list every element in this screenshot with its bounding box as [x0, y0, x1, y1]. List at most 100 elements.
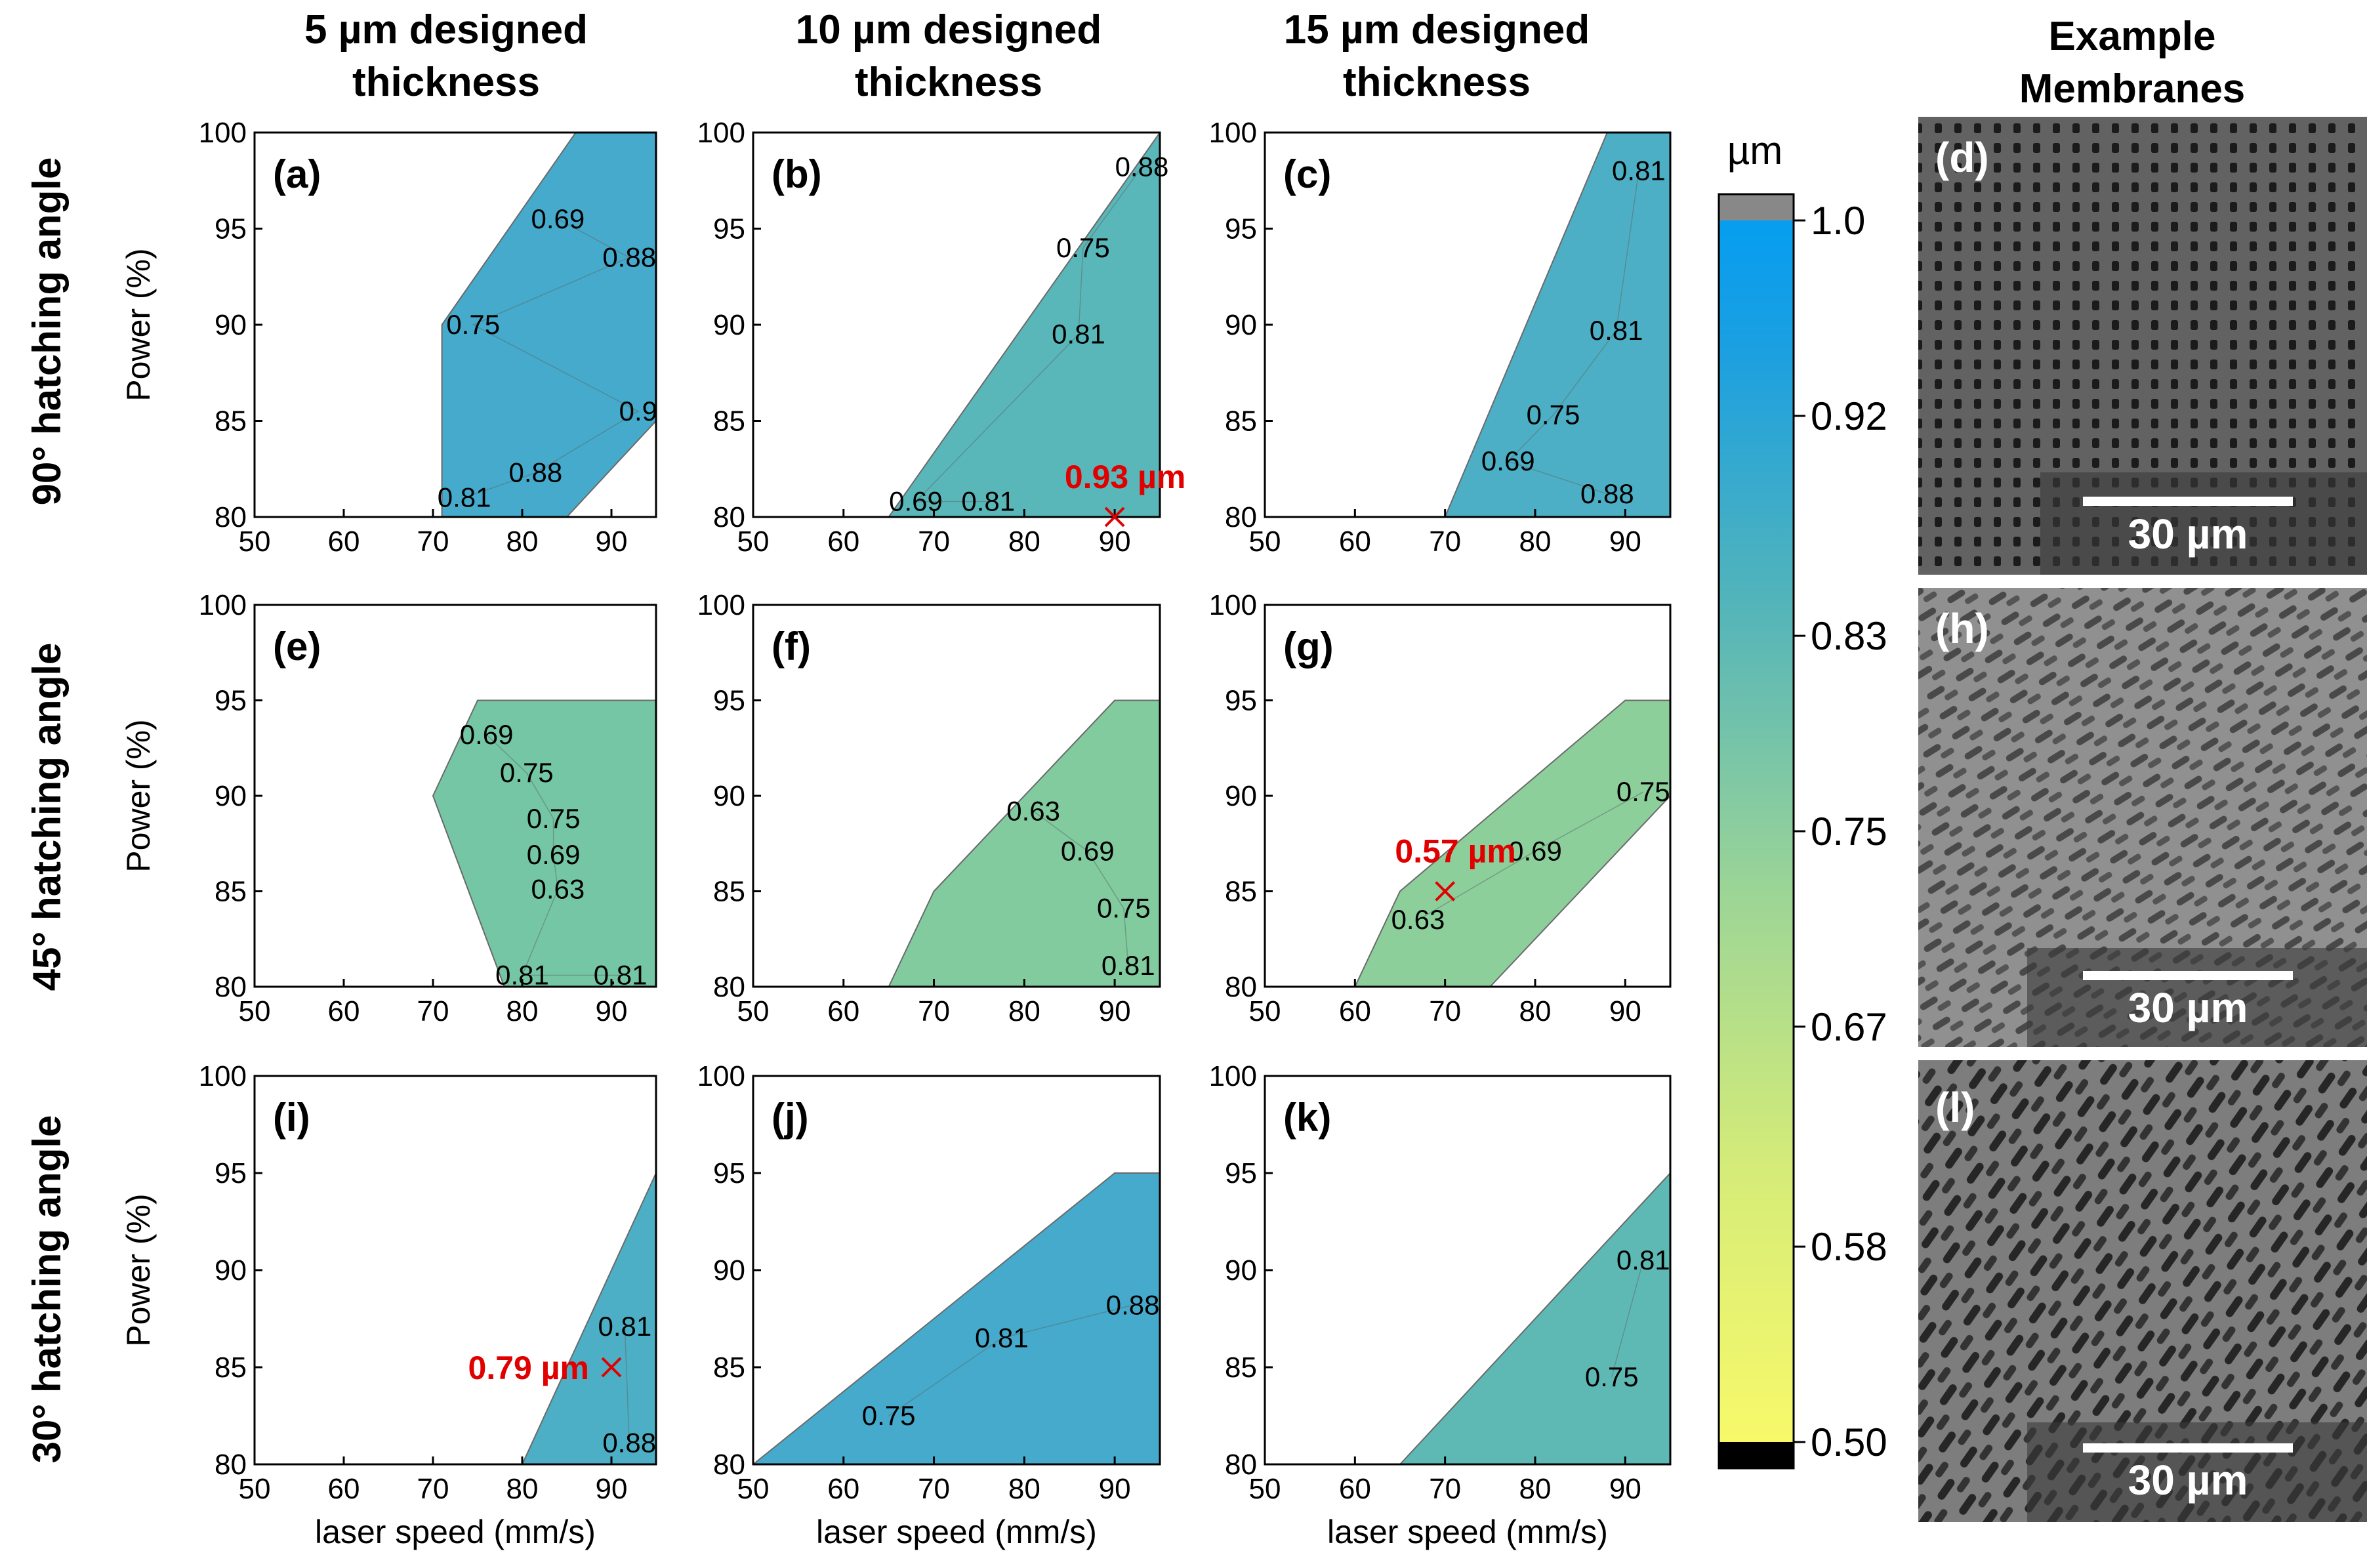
- y-tick-label: 80: [215, 501, 247, 533]
- x-tick-label: 60: [1339, 995, 1371, 1027]
- x-tick-label: 70: [1429, 995, 1461, 1027]
- x-axis-label: laser speed (mm/s): [315, 1514, 596, 1550]
- x-tick-label: 90: [596, 526, 628, 558]
- x-tick-label: 70: [417, 526, 449, 558]
- y-tick-label: 90: [1225, 1254, 1257, 1287]
- sem-label-l: (l): [1935, 1084, 1975, 1131]
- y-tick-label: 85: [1225, 876, 1257, 908]
- x-tick-label: 60: [827, 995, 859, 1027]
- colorbar-tick-label: 0.67: [1811, 1005, 1887, 1049]
- y-tick-label: 100: [1209, 589, 1257, 621]
- x-tick-label: 70: [918, 1473, 950, 1505]
- y-tick-label: 95: [215, 1157, 247, 1189]
- contour-line: [1507, 171, 1639, 495]
- panel-label: (f): [772, 625, 811, 669]
- y-axis-label: Power (%): [120, 248, 157, 401]
- x-tick-label: 60: [1339, 1473, 1371, 1505]
- contour-label: 0.69: [1481, 445, 1535, 476]
- colorbar-tick-label: 0.83: [1811, 614, 1887, 658]
- x-tick-label: 70: [918, 995, 950, 1027]
- colorbar-tick-label: 0.92: [1811, 394, 1887, 438]
- y-tick-label: 90: [713, 1254, 745, 1287]
- panel-label: (k): [1283, 1096, 1331, 1140]
- contour-label: 0.75: [862, 1400, 916, 1431]
- x-tick-label: 50: [1249, 995, 1281, 1027]
- x-tick-label: 80: [1008, 995, 1040, 1027]
- contour-label: 0.75: [1056, 232, 1110, 263]
- contour-label: 0.69: [1508, 835, 1562, 866]
- y-tick-label: 100: [1209, 1060, 1257, 1092]
- sem-images: (d) 30 µm (h) 30 µm (l) 30 µm: [1918, 117, 2367, 1522]
- chart-panel-a: 50 60 70 80 90 80 85 90 95 100 Power (%) (a) 0.69 0.8…: [120, 117, 657, 558]
- row-titles: 90° hatching angle 45° hatching angle 30…: [25, 157, 69, 1464]
- y-tick-label: 95: [1225, 685, 1257, 717]
- contour-label: 0.63: [531, 874, 585, 905]
- contour-panels: 50 60 70 80 90 80 85 90 95 100 Power (%) (a) 0.69 0.8…: [120, 117, 1672, 1550]
- data-region: [753, 1172, 1160, 1464]
- col-title-5um-line1: 5 µm designed: [304, 7, 588, 52]
- y-tick-label: 95: [1225, 1157, 1257, 1189]
- contour-line: [624, 1326, 630, 1443]
- sem-image-d: (d) 30 µm: [1918, 117, 2367, 575]
- x-tick-label: 60: [328, 526, 360, 558]
- panel-label: (e): [273, 625, 321, 669]
- x-tick-label: 60: [827, 1473, 859, 1505]
- x-axis-label: laser speed (mm/s): [1327, 1514, 1608, 1550]
- sem-label-h: (h): [1935, 605, 1989, 652]
- sem-databar: [2040, 472, 2367, 575]
- col-title-examples-line2: Membranes: [2019, 66, 2246, 112]
- annotation-marker: [601, 1357, 622, 1378]
- x-tick-label: 50: [239, 1473, 271, 1505]
- sem-databar: [2027, 948, 2367, 1047]
- column-titles: 5 µm designed thickness 10 µm designed t…: [304, 7, 2245, 112]
- colorbar-tick-label: 0.75: [1811, 810, 1887, 854]
- x-tick-label: 70: [417, 1473, 449, 1505]
- contour-label: 0.63: [1391, 904, 1445, 935]
- x-tick-label: 80: [1519, 526, 1552, 558]
- chart-panel-i: 50 60 70 80 90 80 85 90 95 100 Power (%) laser spee…: [120, 1060, 657, 1550]
- contour-label: 0.75: [1097, 893, 1151, 924]
- y-tick-label: 95: [713, 213, 745, 245]
- y-tick-label: 85: [215, 1351, 247, 1384]
- contour-label: 0.69: [889, 486, 943, 517]
- chart-panel-f: 50 60 70 80 90 80 85 90 95 100 (f) 0.630.69 0.75 0.81: [697, 589, 1161, 1027]
- y-axis-label: Power (%): [120, 1193, 157, 1346]
- row-title-90: 90° hatching angle: [25, 157, 69, 506]
- data-region: [1444, 133, 1670, 517]
- y-tick-label: 80: [1225, 501, 1257, 533]
- contour-label: 0.81: [1612, 155, 1666, 186]
- x-tick-label: 90: [1099, 995, 1131, 1027]
- scale-label: 30 µm: [2128, 510, 2248, 558]
- contour-label: 0.75: [527, 803, 581, 834]
- panel-label: (b): [772, 152, 822, 196]
- col-title-10um-line2: thickness: [855, 60, 1042, 105]
- contour-line: [486, 734, 621, 976]
- x-tick-label: 80: [1008, 1473, 1040, 1505]
- contour-label: 0.75: [1616, 776, 1670, 807]
- y-axis-label: Power (%): [120, 719, 157, 872]
- sem-label-d: (d): [1935, 134, 1989, 181]
- y-tick-label: 85: [713, 876, 745, 908]
- contour-label: 0.63: [1006, 795, 1060, 826]
- contour-label: 0.69: [527, 839, 581, 870]
- x-tick-label: 50: [737, 526, 770, 558]
- scale-label: 30 µm: [2128, 984, 2248, 1031]
- sem-image-h: (h) 30 µm: [1918, 588, 2367, 1047]
- x-tick-label: 60: [328, 1473, 360, 1505]
- chart-panel-e: 50 60 70 80 90 80 85 90 95 100 Power (%) (e) 0.69 0.7…: [120, 589, 657, 1027]
- colorbar-gradient: [1719, 220, 1794, 1442]
- contour-label: 0.88: [509, 457, 563, 488]
- x-tick-label: 90: [596, 995, 628, 1027]
- annotation-label: 0.79 µm: [468, 1350, 589, 1386]
- contour-label: 0.81: [1616, 1245, 1670, 1275]
- chart-panel-g: 50 60 70 80 90 80 85 90 95 100 (g) 0.75 0.69 0.63 0.57…: [1209, 589, 1672, 1027]
- contour-label: 0.88: [1580, 478, 1634, 509]
- y-tick-label: 80: [215, 1449, 247, 1481]
- y-tick-label: 95: [713, 1157, 745, 1189]
- x-tick-label: 90: [1099, 1473, 1131, 1505]
- annotation-label: 0.93 µm: [1065, 459, 1185, 495]
- scale-bar: [2083, 1443, 2293, 1453]
- y-tick-label: 80: [713, 501, 745, 533]
- y-tick-label: 100: [199, 1060, 247, 1092]
